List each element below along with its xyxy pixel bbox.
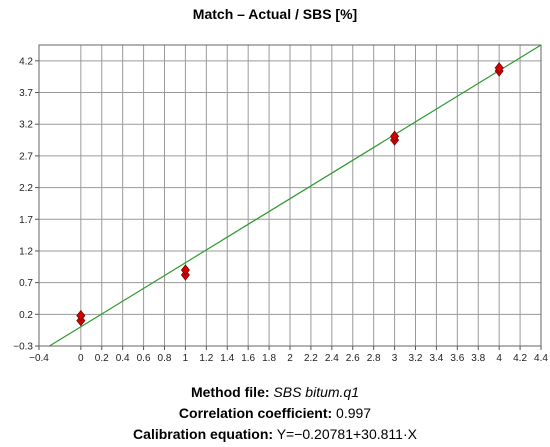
- x-tick-label: 1.6: [241, 353, 255, 364]
- x-tick-label: 2.6: [346, 353, 360, 364]
- x-tick-label: 1.2: [199, 353, 213, 364]
- data-point: [390, 130, 400, 142]
- y-tick-label: 1.7: [19, 215, 33, 226]
- method-file-label: Method file:: [190, 384, 270, 400]
- chart-title: Match – Actual / SBS [%]: [192, 6, 358, 22]
- x-tick-label: 4.2: [513, 353, 527, 364]
- y-tick-label: 0.7: [19, 278, 33, 289]
- x-tick-label: 3: [392, 353, 398, 364]
- x-tick-label: 0.8: [158, 353, 172, 364]
- x-tick-label: 0.4: [116, 353, 130, 364]
- data-point: [180, 264, 190, 276]
- chart-footer: Method file: SBS bitum.q1 Correlation co…: [0, 382, 550, 445]
- plot-frame: [38, 44, 542, 347]
- x-tick-label: 0.2: [95, 353, 109, 364]
- x-tick-label: 4: [496, 353, 502, 364]
- y-tick-label: 3.2: [19, 120, 33, 131]
- y-tick-label: 0.2: [19, 310, 33, 321]
- correlation-value: 0.997: [336, 405, 372, 421]
- x-tick-label: 2: [287, 353, 293, 364]
- x-tick-label: 1.4: [220, 353, 234, 364]
- y-tick-label: 1.2: [19, 246, 33, 257]
- equation-label: Calibration equation:: [133, 426, 274, 442]
- x-tick-label: 3.4: [429, 353, 443, 364]
- correlation-label: Correlation coefficient:: [178, 405, 333, 421]
- data-point: [76, 309, 86, 322]
- x-tick-label: 2.4: [325, 353, 339, 364]
- data-point: [494, 62, 504, 74]
- calibration-fit-line: [49, 44, 542, 347]
- equation-line: Calibration equation: Y=−0.20781+30.811·…: [0, 424, 550, 445]
- y-tick-label: −0.3: [13, 342, 33, 353]
- fit-line-layer: [49, 44, 542, 347]
- equation-value: Y=−0.20781+30.811·X: [276, 426, 417, 442]
- method-file-value: SBS bitum.q1: [273, 384, 360, 400]
- x-tick-label: 3.2: [409, 353, 423, 364]
- y-tick-label: 2.7: [19, 151, 33, 162]
- x-tick-label: 2.8: [367, 353, 381, 364]
- x-tick-label: 3.8: [471, 353, 485, 364]
- x-tick-label: 1.8: [262, 353, 276, 364]
- y-tick-label: 4.2: [19, 56, 33, 67]
- correlation-line: Correlation coefficient: 0.997: [0, 403, 550, 424]
- x-tick-label: 4.4: [534, 353, 548, 364]
- x-tick-label: 3.6: [450, 353, 464, 364]
- x-tick-label: 0.6: [137, 353, 151, 364]
- y-tick-label: 3.7: [19, 88, 33, 99]
- y-tick-label: 2.2: [19, 183, 33, 194]
- tick-labels: −0.4 0 0.2 0.4 0.6 0.8 1 1.2 1.4 1.6 1.8 2 2.2 2.4 2.6…: [13, 56, 548, 364]
- x-tick-label: 2.2: [304, 353, 318, 364]
- x-tick-label: 1: [183, 353, 189, 364]
- data-points: [76, 62, 504, 327]
- x-tick-label: 0: [78, 353, 84, 364]
- method-file-line: Method file: SBS bitum.q1: [0, 382, 550, 403]
- x-tick-label: −0.4: [29, 353, 49, 364]
